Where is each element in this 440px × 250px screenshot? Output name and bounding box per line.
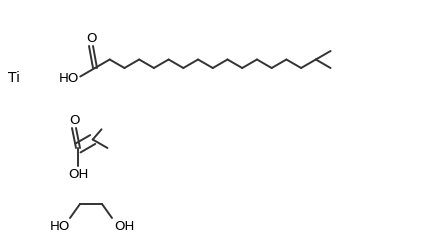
Text: HO: HO	[59, 72, 80, 85]
Text: Ti: Ti	[8, 71, 20, 85]
Text: OH: OH	[114, 220, 134, 232]
Text: HO: HO	[50, 220, 70, 232]
Text: OH: OH	[68, 168, 88, 181]
Text: O: O	[86, 32, 96, 46]
Text: O: O	[69, 114, 79, 128]
